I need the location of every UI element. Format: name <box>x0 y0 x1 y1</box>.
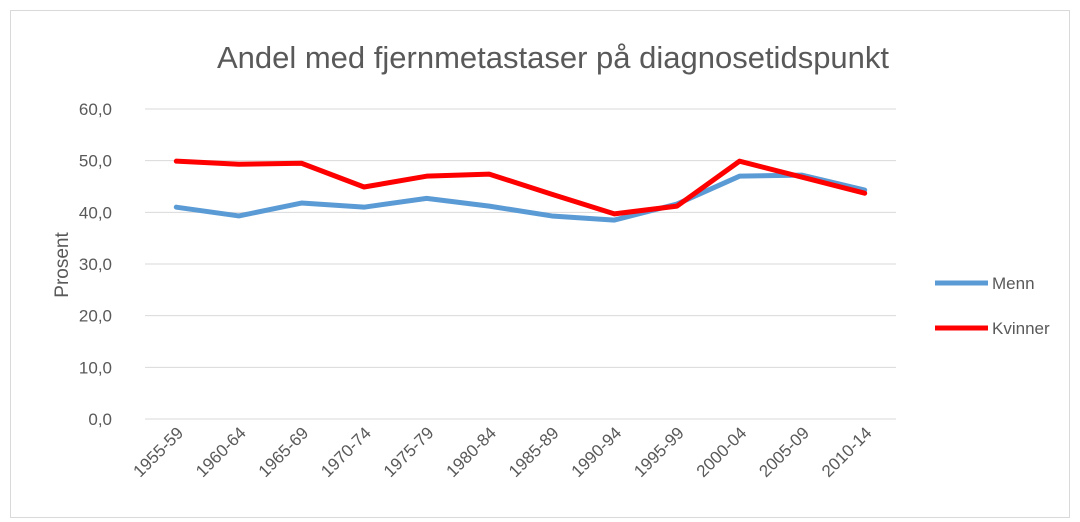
y-tick-label: 50,0 <box>79 152 112 171</box>
legend-label: Kvinner <box>992 319 1050 338</box>
y-tick-label: 20,0 <box>79 307 112 326</box>
y-tick-label: 0,0 <box>88 410 112 429</box>
y-tick-label: 30,0 <box>79 255 112 274</box>
series-line <box>173 172 868 223</box>
legend-label: Menn <box>992 274 1035 293</box>
y-tick-label: 40,0 <box>79 203 112 222</box>
series-line <box>173 158 868 217</box>
y-tick-label: 60,0 <box>79 100 112 119</box>
y-tick-label: 10,0 <box>79 358 112 377</box>
chart-title: Andel med fjernmetastaser på diagnosetid… <box>217 40 889 75</box>
y-axis-label: Prosent <box>52 232 73 298</box>
